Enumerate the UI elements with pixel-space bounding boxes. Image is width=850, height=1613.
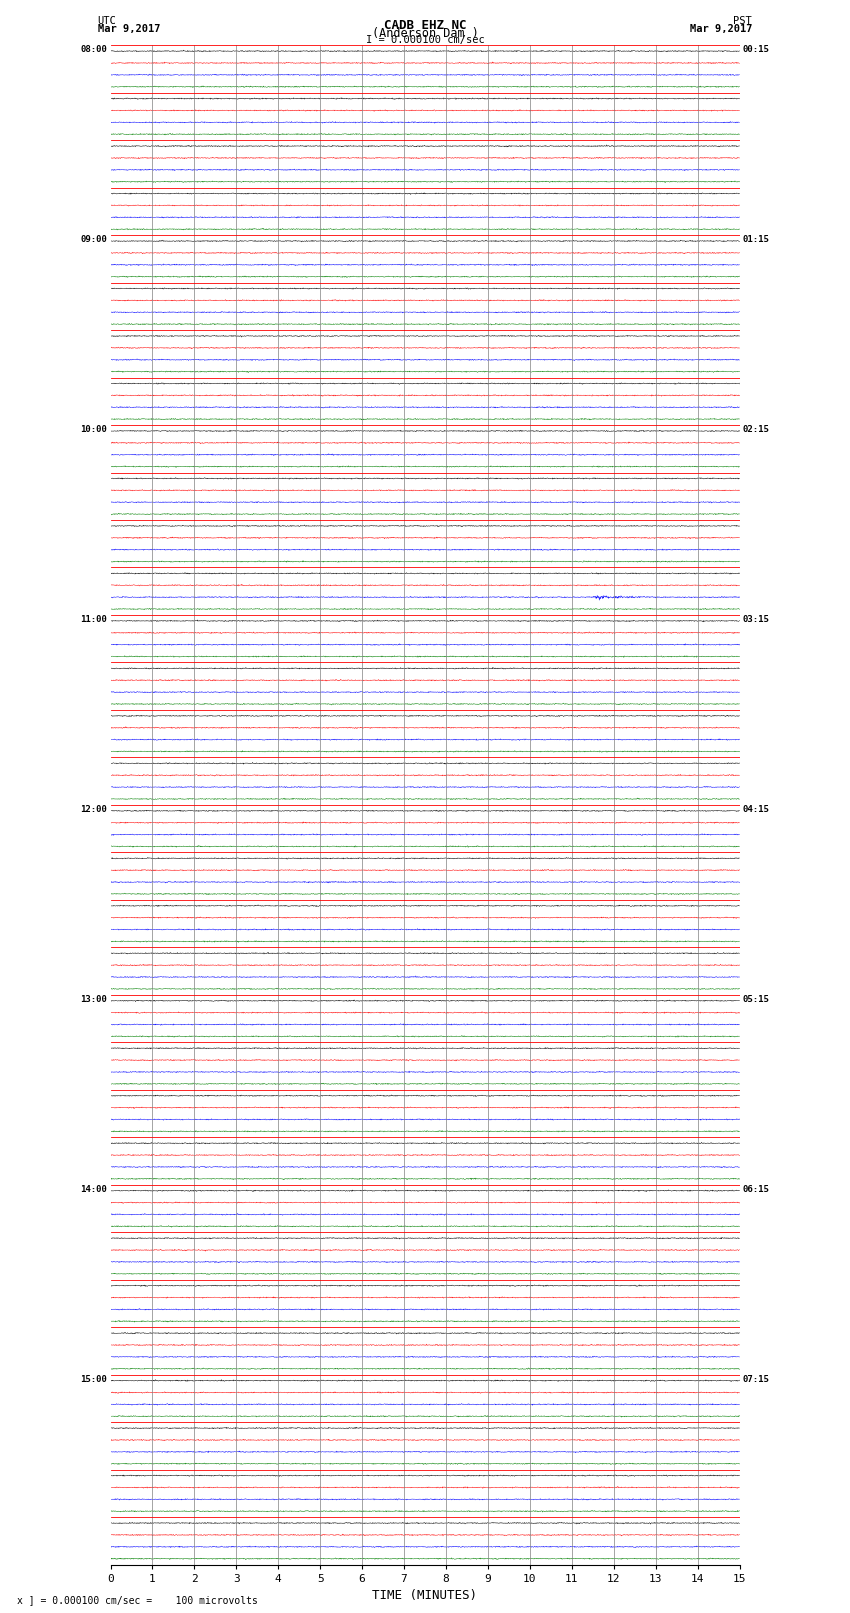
Text: 02:15: 02:15 <box>743 426 769 434</box>
Text: 09:00: 09:00 <box>81 235 107 244</box>
Text: PST: PST <box>734 16 752 26</box>
Text: (Anderson Dam ): (Anderson Dam ) <box>371 27 479 40</box>
Text: 00:15: 00:15 <box>743 45 769 55</box>
Text: 10:00: 10:00 <box>81 426 107 434</box>
Text: 13:00: 13:00 <box>81 995 107 1003</box>
Text: UTC: UTC <box>98 16 116 26</box>
Text: 12:00: 12:00 <box>81 805 107 815</box>
Text: 03:15: 03:15 <box>743 615 769 624</box>
Text: 15:00: 15:00 <box>81 1374 107 1384</box>
Text: 14:00: 14:00 <box>81 1184 107 1194</box>
Text: 04:15: 04:15 <box>743 805 769 815</box>
Text: I = 0.000100 cm/sec: I = 0.000100 cm/sec <box>366 35 484 45</box>
Text: 01:15: 01:15 <box>743 235 769 244</box>
Text: 11:00: 11:00 <box>81 615 107 624</box>
Text: CADB EHZ NC: CADB EHZ NC <box>383 19 467 32</box>
X-axis label: TIME (MINUTES): TIME (MINUTES) <box>372 1589 478 1602</box>
Text: Mar 9,2017: Mar 9,2017 <box>689 24 752 34</box>
Text: Mar 9,2017: Mar 9,2017 <box>98 24 161 34</box>
Text: 06:15: 06:15 <box>743 1184 769 1194</box>
Text: x ] = 0.000100 cm/sec =    100 microvolts: x ] = 0.000100 cm/sec = 100 microvolts <box>17 1595 258 1605</box>
Text: 05:15: 05:15 <box>743 995 769 1003</box>
Text: 08:00: 08:00 <box>81 45 107 55</box>
Text: 07:15: 07:15 <box>743 1374 769 1384</box>
